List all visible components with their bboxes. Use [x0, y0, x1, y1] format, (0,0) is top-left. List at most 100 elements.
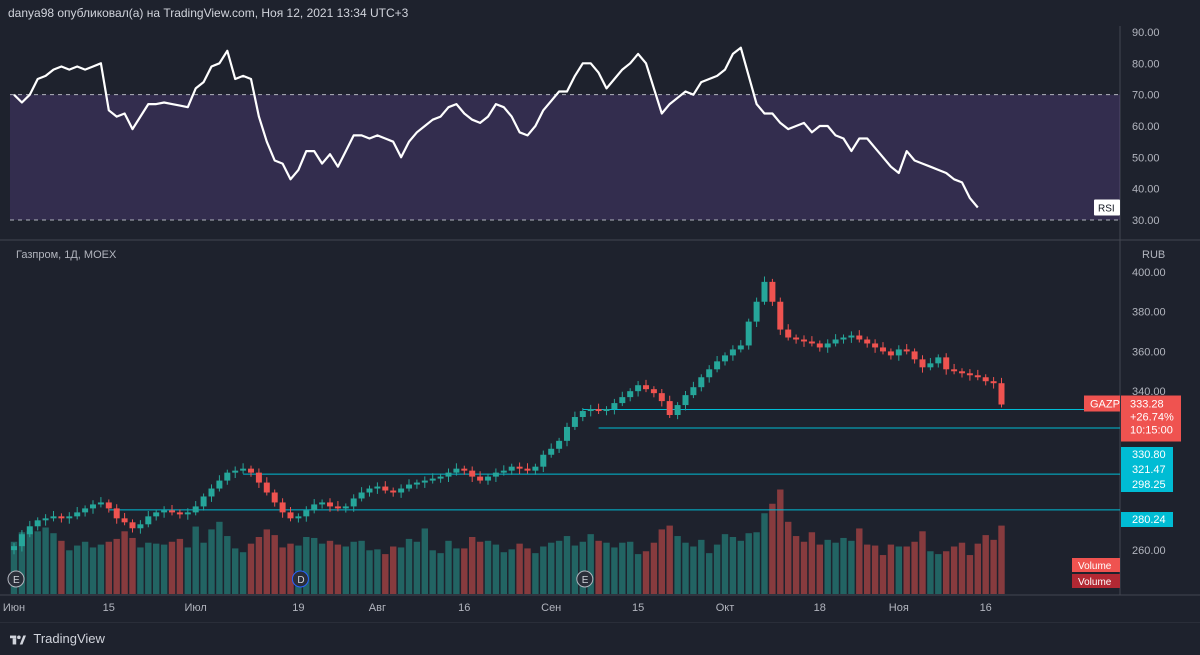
volume-bar: [153, 543, 160, 594]
event-marker-icon: [7, 570, 25, 588]
time-tick-label: 15: [103, 602, 115, 614]
candle-body: [974, 375, 981, 378]
volume-bar: [903, 546, 910, 594]
candle-body: [951, 369, 958, 372]
candle-body: [82, 508, 89, 513]
volume-bar: [208, 529, 215, 594]
volume-bar: [224, 536, 231, 594]
volume-bar: [421, 528, 428, 594]
volume-bar: [524, 548, 531, 594]
candle-body: [121, 518, 128, 523]
candle-body: [777, 301, 784, 330]
candle-body: [911, 351, 918, 360]
time-tick-label: 15: [632, 602, 644, 614]
volume-bar: [18, 532, 26, 594]
tradingview-brand: TradingView: [33, 631, 105, 646]
level-badge: [1121, 462, 1173, 477]
candle-body: [176, 512, 183, 515]
ticker-badge: [1084, 395, 1120, 412]
volume-bar: [74, 545, 81, 594]
volume-bar: [721, 534, 729, 594]
candle-body: [903, 349, 910, 352]
candle-body: [872, 343, 879, 348]
volume-bar: [603, 542, 610, 594]
candle-body: [761, 281, 768, 302]
candle-body: [935, 357, 942, 364]
candle-body: [453, 468, 460, 473]
volume-bar: [469, 537, 476, 594]
volume-bar: [358, 540, 365, 594]
candle-body: [650, 389, 657, 394]
volume-bar: [634, 554, 642, 594]
volume-bar: [137, 547, 144, 594]
candle-body: [271, 492, 278, 503]
volume-bar: [200, 542, 207, 594]
candle-body: [619, 397, 626, 404]
volume-bar: [832, 542, 839, 594]
volume-bar: [279, 547, 286, 594]
candle-body: [105, 502, 112, 509]
volume-bar: [484, 540, 492, 594]
candle-body: [658, 393, 665, 402]
candle-body: [66, 516, 73, 519]
volume-bar: [390, 546, 397, 594]
volume-bar: [935, 554, 942, 594]
volume-badge: [1072, 574, 1120, 588]
candle-body: [571, 416, 578, 427]
volume-bar: [287, 543, 294, 594]
price-pane[interactable]: 400.00 380.00 360.00 340.00 260.00 330.80 321.…: [3, 267, 1181, 614]
rsi-pane[interactable]: 90.00 80.00 70.00 60.00 50.00 40.00 30.00 RSI: [10, 27, 1160, 227]
chart-canvas[interactable]: 90.00 80.00 70.00 60.00 50.00 40.00 30.00 RSI 4…: [0, 26, 1200, 622]
volume-bar: [840, 537, 847, 594]
volume-bar: [690, 546, 697, 594]
volume-bar: [848, 540, 855, 594]
candle-body: [848, 335, 855, 338]
rsi-tick-label: 90.00: [1132, 27, 1160, 39]
candle-body: [398, 488, 405, 493]
volume-bar: [216, 521, 223, 594]
volume-bar: [595, 540, 602, 594]
symbol-legend: Газпром, 1Д, MOEX: [16, 249, 117, 261]
volume-bar: [192, 526, 199, 594]
volume-bar: [247, 543, 255, 594]
last-price-badge: [1121, 395, 1181, 442]
currency-label: RUB: [1142, 249, 1165, 261]
volume-bar: [990, 539, 997, 594]
volume-bar: [958, 542, 966, 594]
countdown-label: 10:15:00: [1130, 425, 1173, 437]
volume-bar: [184, 547, 191, 594]
tradingview-logo[interactable]: TradingView: [10, 631, 105, 646]
candle-body: [880, 347, 886, 352]
volume-bar: [160, 544, 168, 594]
volume-bar: [461, 548, 468, 594]
candle-body: [350, 498, 357, 507]
candle-body: [437, 476, 444, 479]
rsi-tick-label: 50.00: [1132, 152, 1160, 164]
candle-body: [279, 502, 286, 513]
candle-body: [895, 349, 902, 356]
rsi-tick-label: 70.00: [1132, 90, 1160, 102]
candle-body: [516, 466, 523, 469]
candle-body: [943, 357, 950, 370]
volume-bar: [982, 535, 989, 594]
price-tick-label: 360.00: [1132, 346, 1166, 358]
volume-bar: [97, 544, 105, 594]
candle-body: [785, 329, 792, 338]
candle-body: [579, 411, 586, 417]
candle-body: [232, 470, 239, 473]
candle-body: [595, 409, 602, 412]
volume-bar: [437, 553, 444, 594]
time-tick-label: Окт: [716, 602, 735, 614]
volume-bar: [255, 537, 263, 594]
volume-bar: [753, 532, 760, 594]
volume-bar: [761, 513, 768, 594]
candle-body: [90, 504, 96, 509]
volume-bar: [500, 552, 507, 594]
volume-bar: [706, 553, 713, 594]
volume-bar: [674, 536, 681, 594]
candle-body: [864, 339, 871, 344]
candle-body: [18, 534, 25, 547]
candle-body: [808, 341, 815, 344]
candle-body: [382, 486, 389, 491]
volume-bar: [445, 540, 452, 594]
